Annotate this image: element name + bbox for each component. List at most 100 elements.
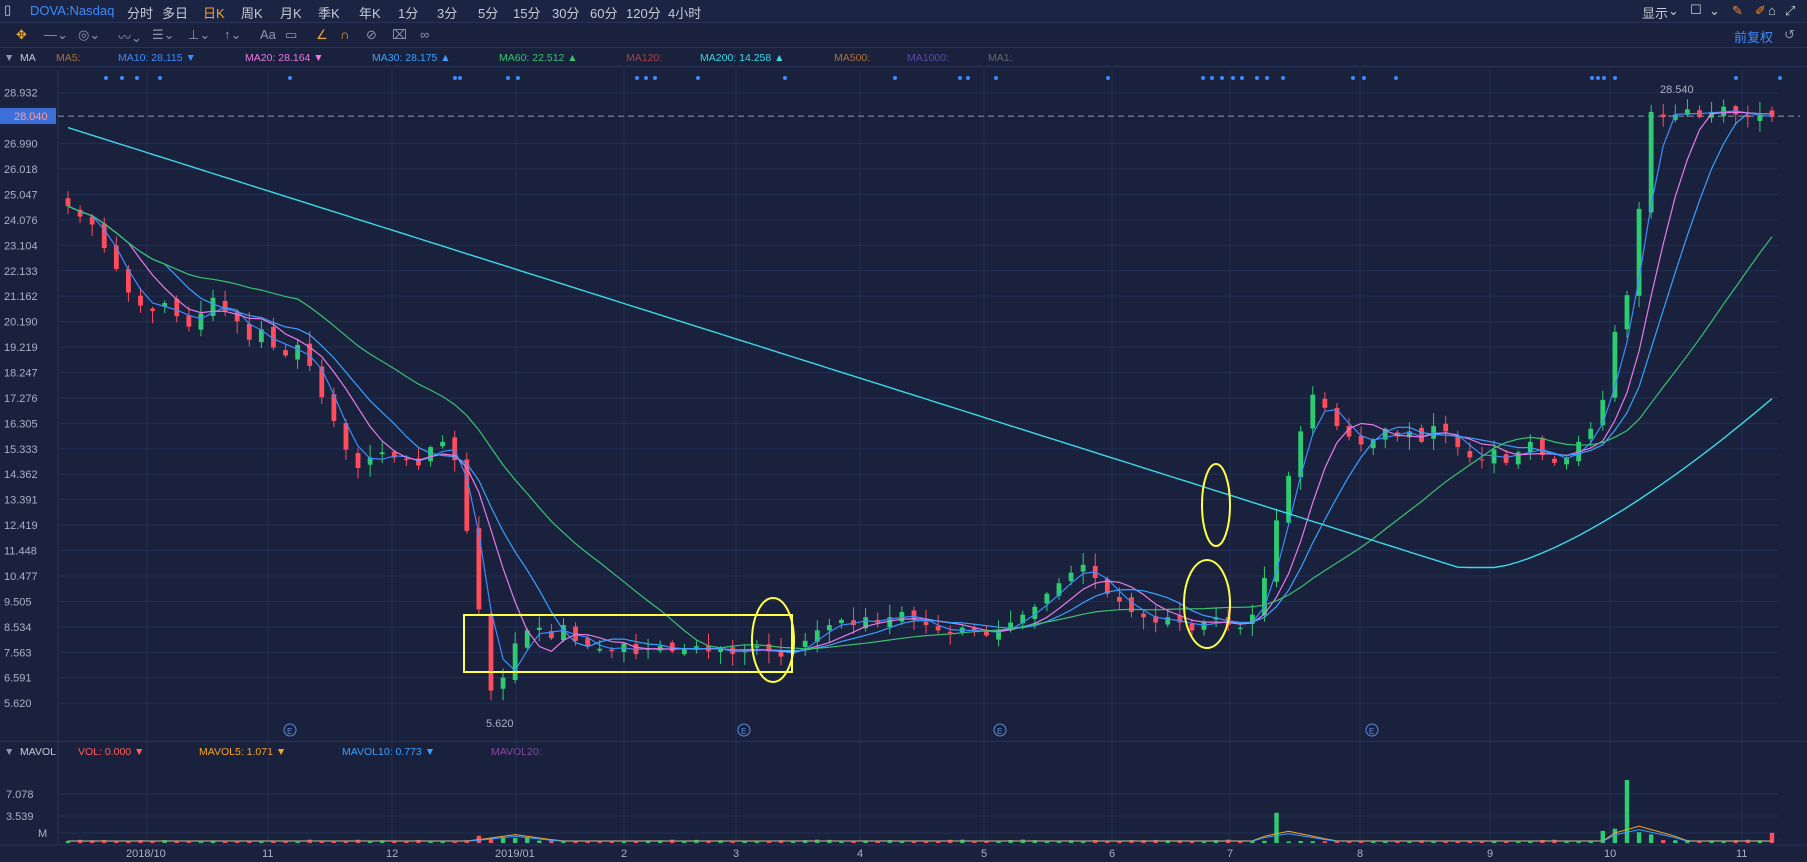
legend-item-mavol5[interactable]: MAVOL5: 1.071 ▼ — [199, 746, 287, 758]
candle-body — [113, 245, 119, 270]
legend-item-ma10[interactable]: MA10: 28.115 ▼ — [118, 52, 196, 64]
legend-item-mavol10[interactable]: MAVOL10: 0.773 ▼ — [342, 746, 436, 758]
legend-item-ma5[interactable]: MA5: — [56, 52, 81, 64]
period-tab-12[interactable]: 60分 — [590, 6, 618, 21]
sidebar-toggle-icon[interactable]: ▯ — [4, 2, 12, 17]
period-tab-6[interactable]: 年K — [359, 6, 381, 21]
magnet-tool-icon[interactable]: ∩ — [340, 27, 350, 42]
legend-item-ma1000[interactable]: MA1000: — [907, 52, 950, 64]
candle-body — [403, 458, 409, 461]
candle-body — [391, 451, 397, 458]
event-dot — [1210, 76, 1214, 80]
volume-bar — [525, 837, 530, 843]
candle-body — [718, 648, 723, 653]
candle-body — [512, 643, 518, 680]
candle-body — [126, 269, 131, 293]
volume-bar — [283, 841, 288, 843]
candle-body — [1479, 459, 1485, 461]
candle-body — [778, 650, 784, 657]
chevron-down-icon[interactable]: ⌄ — [1709, 3, 1720, 18]
candle-body — [694, 646, 699, 648]
current-price-value: 28.040 — [14, 111, 48, 123]
candle-body — [1177, 615, 1183, 623]
volume-bar — [935, 841, 941, 843]
circle-tool-icon[interactable]: ◎⌄ — [78, 27, 101, 42]
text-tool-icon[interactable]: Aa — [260, 27, 276, 42]
volume-bar — [1576, 840, 1581, 843]
volume-bar — [1443, 841, 1448, 843]
brush-icon[interactable]: ✎ — [1732, 3, 1743, 18]
period-tab-8[interactable]: 3分 — [437, 6, 458, 21]
candle-body — [1358, 435, 1364, 445]
candle-body — [1467, 451, 1473, 458]
chevron-down-icon[interactable]: ⌄ — [1668, 3, 1679, 18]
comment-tool-icon[interactable]: ▭ — [285, 27, 298, 42]
candle-body — [1757, 114, 1763, 121]
hide-tool-icon[interactable]: ⊘ — [366, 27, 377, 42]
volume-bar — [730, 841, 735, 843]
candle-body — [1588, 428, 1594, 439]
vol-y-tick: 7.078 — [6, 789, 34, 801]
candle-body — [1672, 114, 1678, 120]
event-dot — [1265, 76, 1269, 80]
legend-item-ma60[interactable]: MA60: 22.512 ▲ — [499, 52, 578, 64]
candle-body — [1745, 115, 1751, 118]
period-tab-11[interactable]: 30分 — [552, 6, 580, 21]
mavol10-line — [68, 829, 1772, 842]
low-annotation: 5.620 — [486, 718, 514, 730]
ruler-tool-icon[interactable]: ∠ — [316, 27, 328, 42]
candle-body — [536, 627, 542, 631]
legend-item-ma120[interactable]: MA120: — [626, 52, 663, 64]
volume-bar — [1491, 841, 1497, 843]
candle-body — [1733, 106, 1739, 115]
collapse-icon[interactable]: ▼ — [4, 746, 15, 758]
period-tab-4[interactable]: 月K — [280, 6, 302, 21]
candle-body — [428, 447, 433, 462]
legend-item-ma200[interactable]: MA200: 14.258 ▲ — [700, 52, 785, 64]
legend-item-vol[interactable]: VOL: 0.000 ▼ — [78, 746, 145, 758]
volume-bar — [259, 841, 264, 843]
camera-icon[interactable]: ⌂ — [1768, 3, 1776, 18]
candle-body — [295, 344, 301, 360]
adjust-mode-button[interactable]: 前复权 — [1734, 30, 1774, 45]
legend-item-ma30[interactable]: MA30: 28.175 ▲ — [372, 52, 451, 64]
candle-body — [935, 626, 941, 631]
candle-body — [1612, 331, 1618, 398]
wave-tool-icon[interactable]: 〰⌄ — [118, 30, 142, 45]
move-tool-icon[interactable]: ✥ — [16, 27, 27, 42]
fullscreen-icon[interactable]: ⤢ — [1785, 3, 1796, 18]
period-tab-5[interactable]: 季K — [318, 6, 340, 21]
line-tool-icon[interactable]: ―⌄ — [44, 27, 68, 42]
period-tab-7[interactable]: 1分 — [398, 6, 419, 21]
volume-bar — [222, 841, 228, 843]
period-tab-1[interactable]: 多日 — [162, 6, 189, 21]
legend-item-ma500[interactable]: MA500: — [834, 52, 871, 64]
legend-item-ma1[interactable]: MA1: — [988, 52, 1013, 64]
y-tick-label: 5.620 — [4, 698, 32, 710]
period-tab-13[interactable]: 120分 — [626, 6, 661, 21]
period-tab-2[interactable]: 日K — [203, 6, 225, 21]
arrow-tool-icon[interactable]: ↑⌄ — [224, 27, 242, 42]
volume-bar — [428, 841, 433, 843]
volume-bar — [1467, 841, 1473, 843]
period-tab-10[interactable]: 15分 — [513, 6, 541, 21]
measure-tool-icon[interactable]: ⊥⌄ — [188, 27, 211, 42]
period-tab-0[interactable]: 分时 — [127, 6, 154, 21]
link-tool-icon[interactable]: ∞ — [420, 27, 430, 42]
display-menu[interactable]: 显示 — [1642, 6, 1669, 21]
symbol-title[interactable]: DOVA:Nasdaq — [30, 3, 115, 18]
volume-bar — [573, 841, 578, 843]
period-tab-3[interactable]: 周K — [241, 6, 263, 21]
grid-tool-icon[interactable]: ☰⌄ — [152, 27, 175, 42]
legend-item-ma20[interactable]: MA20: 28.164 ▼ — [245, 52, 324, 64]
refresh-icon[interactable]: ↺ — [1784, 27, 1795, 42]
collapse-icon[interactable]: ▼ — [4, 52, 15, 64]
y-tick-label: 25.047 — [4, 189, 38, 201]
period-tab-14[interactable]: 4小时 — [668, 6, 702, 21]
trash-icon[interactable]: ⌧ — [392, 27, 407, 42]
period-tab-9[interactable]: 5分 — [478, 6, 499, 21]
square-icon[interactable]: ☐ — [1690, 2, 1702, 17]
candle-body — [162, 303, 168, 307]
pencil-icon[interactable]: ✐ — [1755, 3, 1766, 18]
